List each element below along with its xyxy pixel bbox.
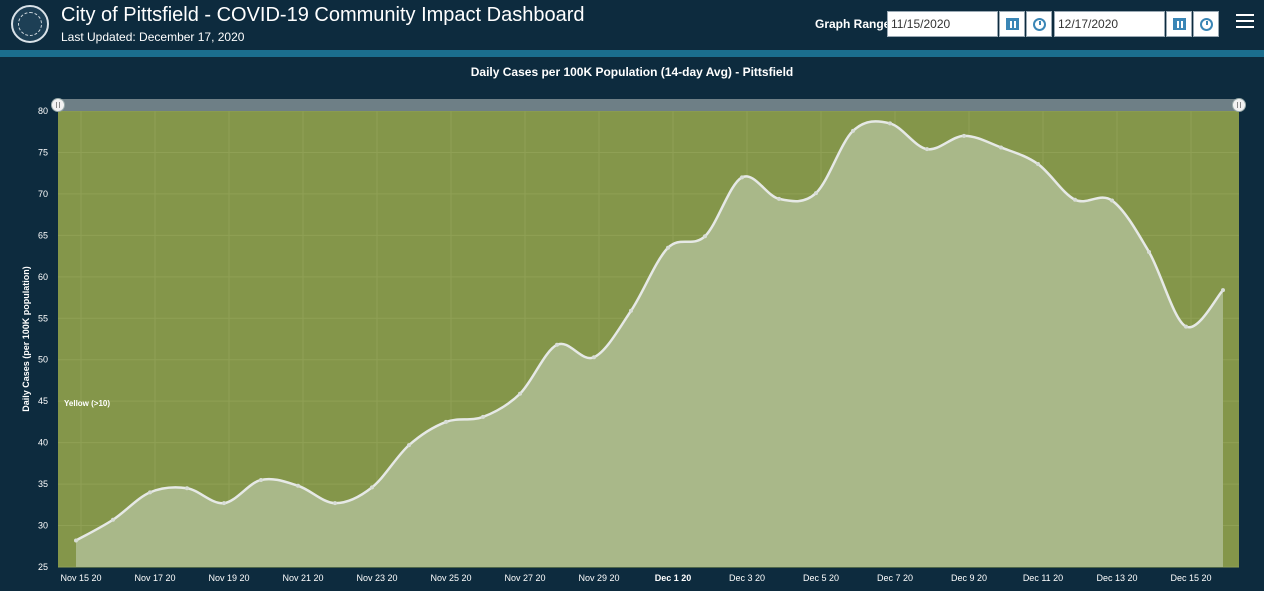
y-tick-label: 50 (38, 355, 48, 365)
data-point (629, 308, 633, 313)
calendar-icon (1005, 18, 1019, 30)
data-point (703, 234, 707, 239)
x-tick-label: Nov 29 20 (578, 573, 619, 583)
data-point (1221, 288, 1225, 293)
x-axis-ticks: Nov 15 20 Nov 17 20 Nov 19 20 Nov 21 20 Nov … (60, 573, 1211, 583)
data-point (518, 391, 522, 396)
last-updated-text: Last Updated: December 17, 2020 (61, 30, 245, 44)
data-point (185, 486, 189, 491)
accent-bar (0, 50, 1264, 57)
y-tick-label: 55 (38, 313, 48, 323)
x-tick-label: Dec 1 20 (655, 573, 692, 583)
data-point (1184, 324, 1188, 329)
y-tick-label: 40 (38, 438, 48, 448)
data-point (925, 147, 929, 152)
x-tick-label: Dec 9 20 (951, 573, 987, 583)
data-point (999, 145, 1003, 150)
x-tick-label: Nov 25 20 (430, 573, 471, 583)
y-tick-label: 30 (38, 521, 48, 531)
start-calendar-button[interactable] (999, 11, 1025, 37)
end-date-input[interactable] (1054, 11, 1165, 37)
cases-chart: 25 30 35 40 45 50 55 60 65 70 75 80 Nov 15 20 Nov 17… (21, 98, 1246, 583)
y-tick-label: 45 (38, 396, 48, 406)
x-tick-label: Nov 21 20 (282, 573, 323, 583)
graph-range-label: Graph Range (815, 17, 891, 31)
y-tick-label: 35 (38, 479, 48, 489)
data-point (851, 128, 855, 133)
y-tick-label: 65 (38, 230, 48, 240)
data-point (148, 490, 152, 495)
start-date-input[interactable] (887, 11, 998, 37)
data-points (74, 121, 1225, 543)
header-bar: City of Pittsfield - COVID-19 Community … (0, 0, 1264, 50)
start-clock-button[interactable] (1026, 11, 1052, 37)
data-point (814, 191, 818, 196)
data-point (555, 342, 559, 347)
y-tick-label: 75 (38, 147, 48, 157)
data-point (1036, 162, 1040, 167)
data-point (481, 414, 485, 419)
end-calendar-button[interactable] (1166, 11, 1192, 37)
x-tick-label: Dec 7 20 (877, 573, 913, 583)
x-tick-label: Nov 19 20 (208, 573, 249, 583)
data-point (1110, 198, 1114, 203)
x-tick-label: Nov 17 20 (134, 573, 175, 583)
data-point (74, 538, 78, 543)
x-tick-label: Nov 23 20 (356, 573, 397, 583)
x-tick-label: Dec 15 20 (1170, 573, 1211, 583)
data-point (370, 485, 374, 490)
data-point (888, 121, 892, 126)
data-point (962, 133, 966, 138)
threshold-label: Yellow (>10) (64, 399, 110, 408)
hamburger-menu-icon[interactable] (1236, 14, 1254, 30)
cases-area (76, 121, 1223, 567)
scrollbar-track[interactable] (58, 99, 1239, 111)
scrollbar-handle[interactable] (1232, 98, 1246, 112)
data-point (740, 175, 744, 180)
x-tick-label: Dec 5 20 (803, 573, 839, 583)
x-tick-label: Nov 15 20 (60, 573, 101, 583)
data-point (333, 501, 337, 506)
chart-panel: Daily Cases per 100K Population (14-day … (0, 57, 1264, 591)
dashboard-title: City of Pittsfield - COVID-19 Community … (61, 4, 585, 26)
range-scrollbar[interactable] (51, 98, 1246, 112)
data-point (444, 419, 448, 424)
data-point (222, 501, 226, 506)
y-tick-label: 60 (38, 272, 48, 282)
y-tick-label: 70 (38, 189, 48, 199)
calendar-icon (1172, 18, 1186, 30)
data-point (111, 517, 115, 522)
x-tick-label: Dec 11 20 (1023, 573, 1063, 583)
chart-title: Daily Cases per 100K Population (14-day … (470, 65, 794, 79)
y-tick-label: 25 (38, 562, 48, 572)
x-tick-label: Dec 13 20 (1096, 573, 1137, 583)
x-tick-label: Nov 27 20 (504, 573, 545, 583)
data-point (777, 196, 781, 201)
data-point (296, 483, 300, 488)
data-point (1073, 197, 1077, 202)
y-tick-label: 80 (38, 106, 48, 116)
clock-icon (1032, 17, 1046, 31)
data-point (1147, 249, 1151, 254)
city-seal-icon (11, 5, 49, 43)
data-point (407, 443, 411, 448)
data-point (592, 355, 596, 360)
y-axis-ticks: 25 30 35 40 45 50 55 60 65 70 75 80 (38, 106, 48, 572)
x-tick-label: Dec 3 20 (729, 573, 765, 583)
clock-icon (1199, 17, 1213, 31)
end-clock-button[interactable] (1193, 11, 1219, 37)
y-axis-label: Daily Cases (per 100K population) (21, 266, 31, 412)
data-point (666, 245, 670, 250)
scrollbar-handle[interactable] (51, 98, 65, 112)
data-point (259, 477, 263, 482)
